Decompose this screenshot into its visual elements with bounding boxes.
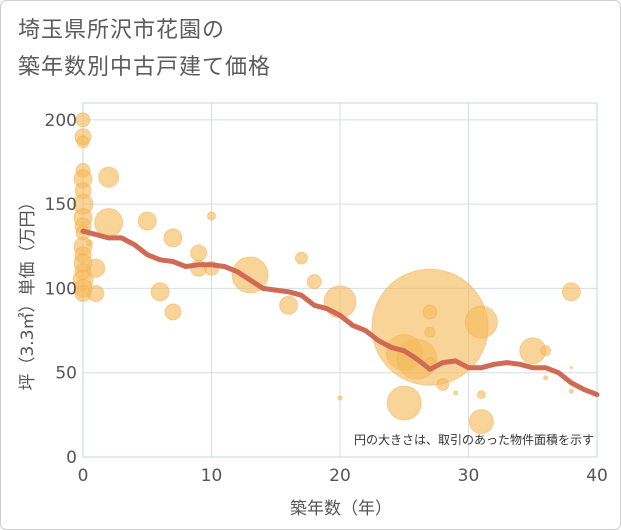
x-tick-label: 10: [201, 466, 223, 486]
scatter-point: [476, 390, 486, 400]
scatter-point: [279, 295, 299, 315]
scatter-point: [76, 135, 90, 149]
scatter-point: [453, 390, 459, 396]
x-tick-label: 40: [586, 466, 608, 486]
scatter-point: [464, 305, 498, 339]
y-tick-label: 200: [45, 111, 77, 131]
scatter-point: [94, 208, 124, 238]
scatter-point: [207, 211, 216, 221]
scatter-point: [436, 378, 450, 392]
scatter-point: [164, 303, 182, 321]
scatter-point: [422, 304, 438, 320]
x-tick-label: 0: [78, 466, 89, 486]
y-axis-label: 坪（3.3㎡）単価（万円）: [18, 193, 38, 390]
scatter-point: [294, 251, 308, 265]
scatter-point: [163, 228, 183, 248]
scatter-point: [543, 375, 549, 381]
scatter-point: [337, 395, 343, 401]
scatter-point: [468, 409, 494, 435]
x-axis-label: 築年数（年）: [290, 499, 392, 519]
x-tick-label: 20: [329, 466, 351, 486]
scatter-point: [540, 345, 552, 357]
title-line-2: 築年数別中古戸建て価格: [18, 55, 272, 80]
scatter-point: [569, 366, 573, 370]
scatter-point: [75, 112, 91, 128]
scatter-point: [85, 239, 93, 247]
y-tick-label: 150: [45, 195, 77, 215]
chart-title: 埼玉県所沢市花園の 築年数別中古戸建て価格: [18, 12, 271, 86]
scatter-point: [306, 274, 322, 290]
size-legend-note: 円の大きさは、取引のあった物件面積を示す: [354, 432, 594, 447]
scatter-point: [561, 282, 581, 302]
scatter-point: [190, 244, 208, 262]
scatter-point: [137, 211, 157, 231]
scatter-point: [424, 326, 436, 338]
scatter-point: [386, 385, 422, 421]
trend-line: [80, 228, 600, 398]
title-line-1: 埼玉県所沢市花園の: [18, 18, 226, 43]
scatter-point: [86, 258, 106, 278]
scatter-point: [87, 284, 105, 302]
scatter-point: [568, 388, 574, 394]
y-tick-label: 0: [66, 448, 77, 468]
y-tick-label: 100: [45, 279, 77, 299]
x-tick-label: 30: [458, 466, 480, 486]
scatter-point: [98, 166, 120, 188]
y-tick-label: 50: [55, 364, 77, 384]
scatter-point: [150, 282, 170, 302]
